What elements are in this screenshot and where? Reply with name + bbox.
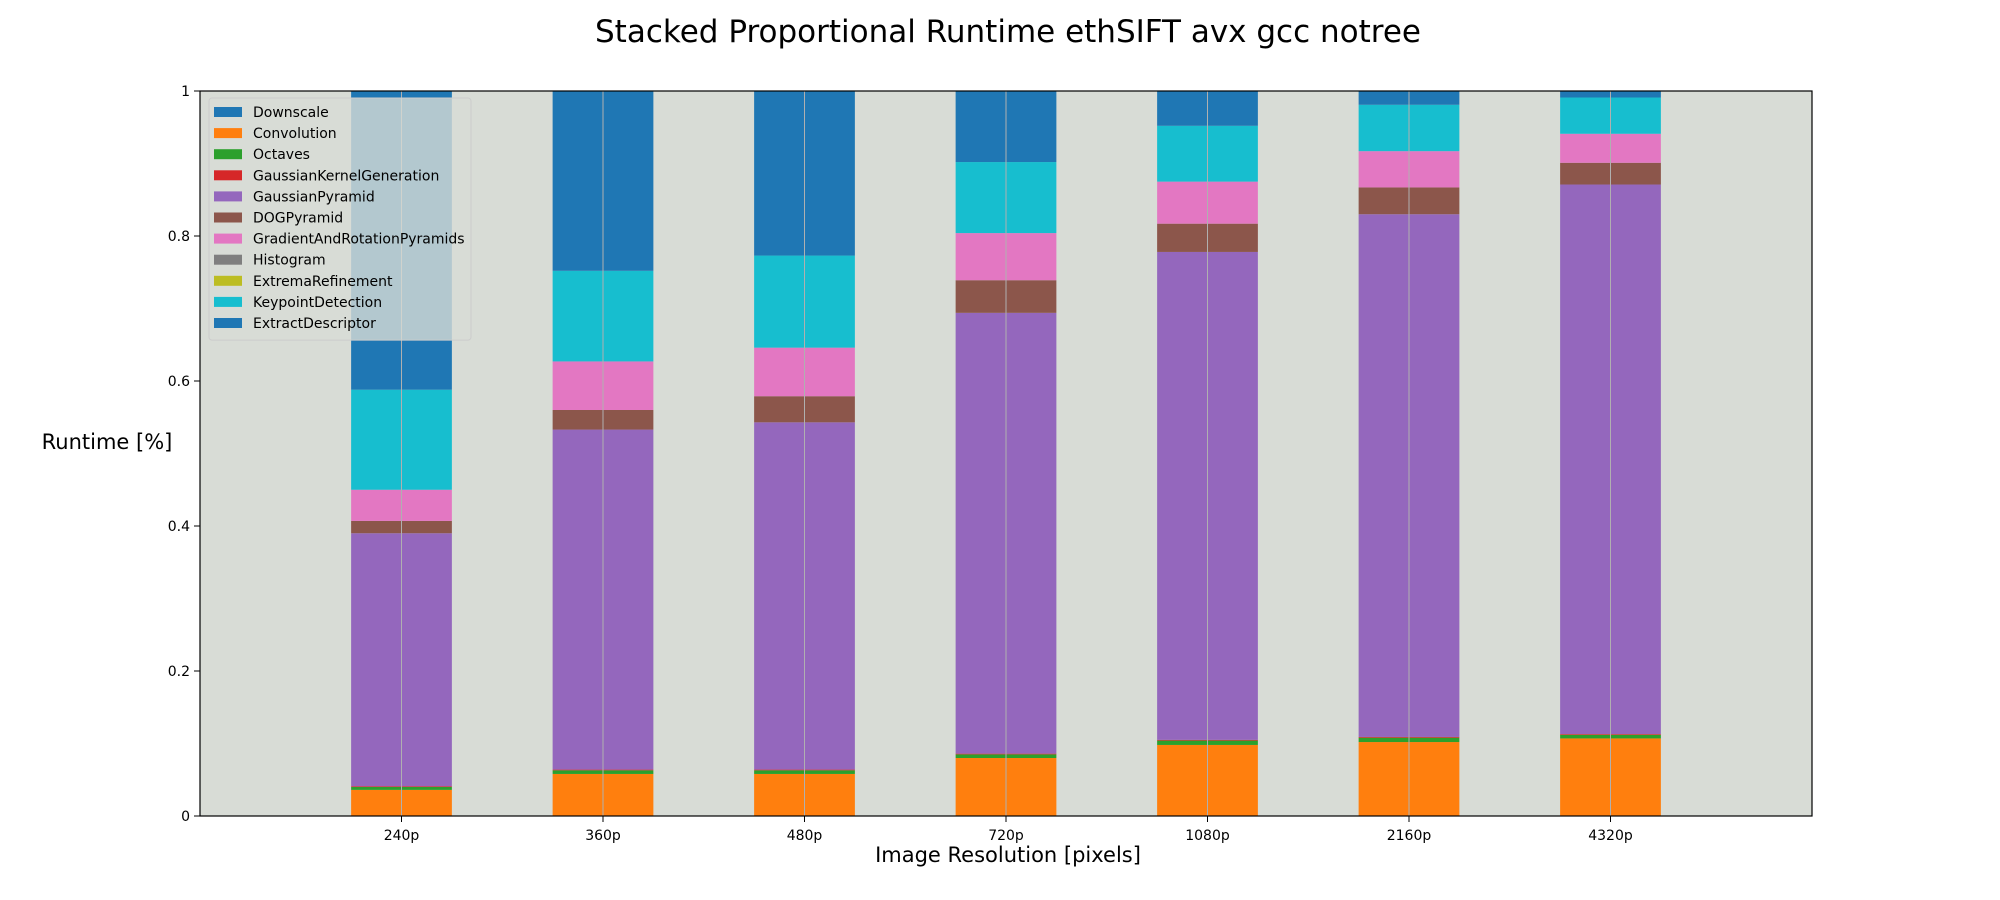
y-tick-label: 0.4 bbox=[168, 519, 190, 535]
y-tick-label: 0.6 bbox=[168, 374, 190, 390]
legend-swatch bbox=[214, 149, 242, 160]
legend-box bbox=[208, 97, 472, 341]
legend-swatch bbox=[214, 318, 242, 328]
y-tick-label: 0 bbox=[181, 809, 190, 825]
x-tick-label: 1080p bbox=[1185, 828, 1230, 844]
legend-swatch bbox=[214, 275, 242, 286]
legend-label: GradientAndRotationPyramids bbox=[253, 232, 465, 248]
x-tick-label: 360p bbox=[585, 828, 621, 844]
legend-label: Downscale bbox=[253, 105, 329, 121]
legend-label: Histogram bbox=[253, 253, 326, 269]
legend-swatch bbox=[214, 212, 242, 223]
legend-label: Octaves bbox=[253, 147, 310, 163]
legend-label: DOGPyramid bbox=[253, 211, 343, 227]
legend-swatch bbox=[214, 107, 242, 117]
y-axis-ticks: 0 0.2 0.4 0.6 0.8 1 bbox=[168, 84, 200, 825]
x-axis-ticks: 240p 360p 480p 720p 1080p 2160p 4320p bbox=[384, 816, 1633, 844]
legend-swatch bbox=[214, 170, 242, 181]
legend-label: ExtractDescriptor bbox=[253, 316, 376, 332]
x-tick-label: 720p bbox=[988, 828, 1024, 844]
y-axis-label: Runtime [%] bbox=[42, 430, 173, 454]
legend-label: GaussianKernelGeneration bbox=[253, 168, 439, 184]
legend-swatch bbox=[214, 128, 242, 139]
x-axis-label: Image Resolution [pixels] bbox=[875, 843, 1141, 867]
legend-label: KeypointDetection bbox=[253, 295, 382, 311]
legend-swatch bbox=[214, 296, 242, 307]
legend-swatch bbox=[214, 191, 242, 202]
legend-label: GaussianPyramid bbox=[253, 189, 375, 205]
legend-label: ExtremaRefinement bbox=[253, 274, 393, 290]
y-tick-label: 0.2 bbox=[168, 664, 190, 680]
legend-label: Convolution bbox=[253, 126, 337, 142]
x-tick-label: 4320p bbox=[1588, 828, 1633, 844]
chart-title: Stacked Proportional Runtime ethSIFT avx… bbox=[595, 14, 1421, 50]
legend-swatch bbox=[214, 233, 242, 244]
y-tick-label: 0.8 bbox=[168, 229, 190, 245]
y-tick-label: 1 bbox=[181, 84, 190, 100]
x-tick-label: 480p bbox=[787, 828, 823, 844]
legend: Downscale Convolution Octaves GaussianKerne… bbox=[208, 97, 472, 341]
legend-swatch bbox=[214, 254, 242, 265]
x-tick-label: 240p bbox=[384, 828, 420, 844]
x-tick-label: 2160p bbox=[1387, 828, 1432, 844]
